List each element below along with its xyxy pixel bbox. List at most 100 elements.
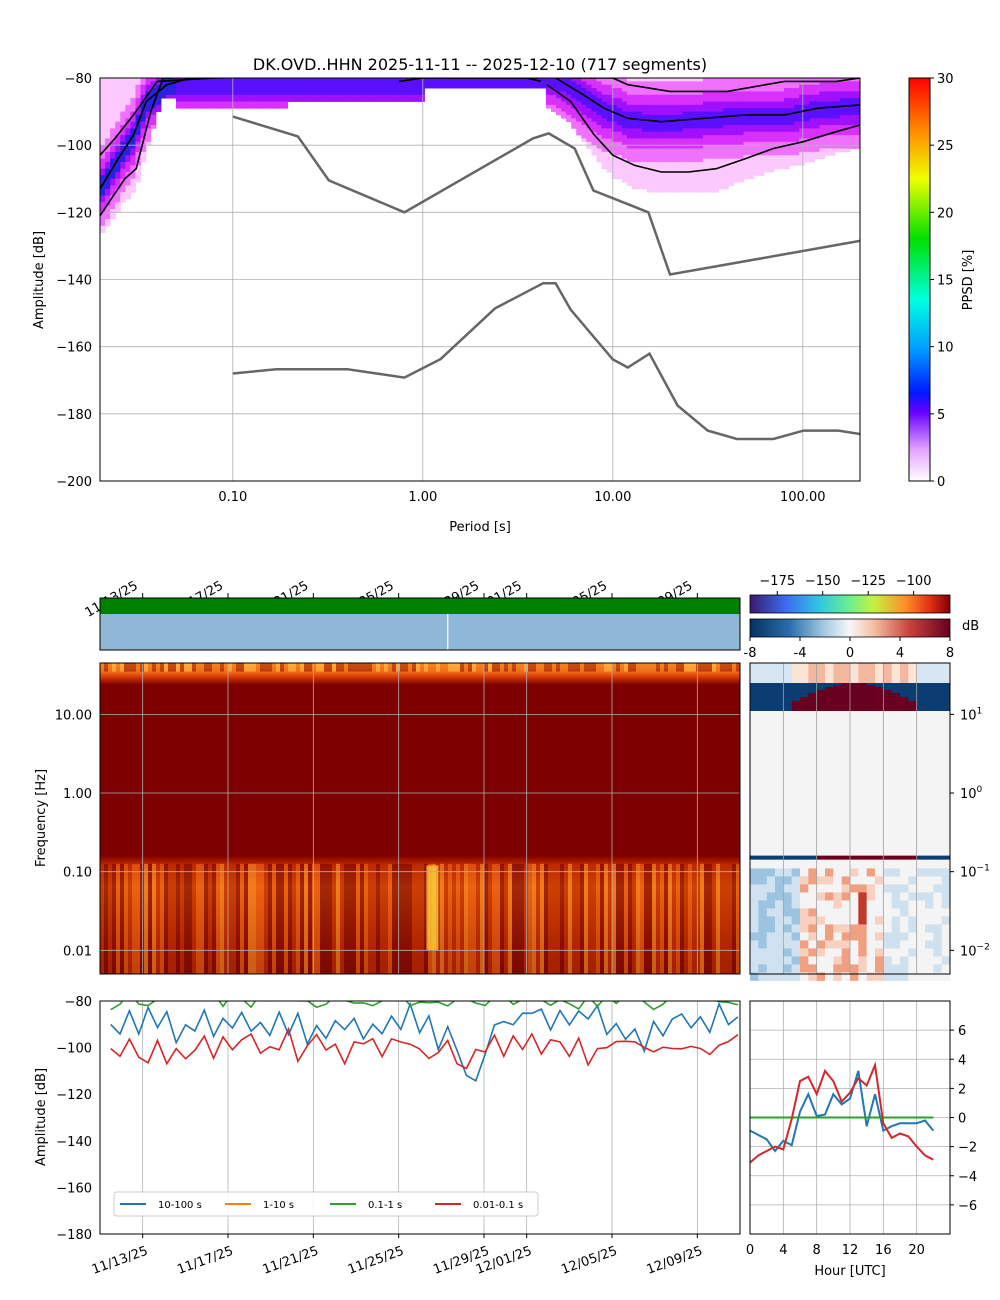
ppsd-density-cell [110,161,116,166]
ppsd-density-cell [829,78,836,82]
ppsd-density-cell [176,91,182,96]
ppsd-density-cell [550,101,557,106]
ppsd-density-cell [662,128,669,133]
ppsd-density-cell [794,81,800,86]
ppsd-density-cell [621,128,628,133]
ppsd-density-cell [834,121,841,126]
ppsd-density-cell [768,141,775,146]
ppsd-density-cell [601,84,608,89]
ppsd-density-cell [854,88,860,92]
spectrogram-high-band-column [420,663,424,672]
ppsd-density-cell [682,101,689,106]
diurnal-spectrogram-cell [775,956,784,965]
ppsd-density-cell [687,128,694,133]
ppsd-density-cell [110,155,116,159]
diurnal-spectrogram-cell [858,683,867,711]
ppsd-density-cell [130,145,137,149]
ppsd-density-cell [287,88,294,92]
diurnal-spectrogram-cell [800,956,809,965]
ppsd-density-cell [667,151,674,156]
ppsd-density-cell [763,81,770,86]
ppsd-density-cell [763,168,770,173]
spectrogram-low-band-column [112,863,116,974]
spectrogram-low-band-column [572,863,576,974]
spectrogram-low-band-column [424,863,428,974]
ppsd-density-cell [723,128,729,133]
ppsd-density-cell [601,135,608,139]
ppsd-density-cell [606,81,613,86]
ppsd-density-cell [662,165,669,170]
ppsd-density-cell [672,111,679,116]
ppsd-density-cell [100,155,106,159]
ppsd-density-cell [581,128,587,133]
ppsd-density-cell [844,135,851,139]
ppsd-density-cell [682,145,689,149]
ppsd-density-cell [383,98,390,102]
diurnal-spectrogram-cell [941,876,951,885]
ppsd-density-cell [697,175,704,180]
ppsd-density-cell [596,141,603,146]
ppsd-density-cell [642,108,648,112]
diurnal-spectrogram-cell [908,884,917,893]
ppsd-density-cell [596,128,603,133]
ppsd-density-cell [789,125,795,129]
ppsd-density-cell [692,101,699,106]
ppsd-density-cell [844,104,851,109]
ppsd-density-cell [125,148,131,153]
ppsd-density-cell [839,81,846,86]
ppsd-density-cell [768,84,775,89]
diurnal-spectrogram-cell [933,956,942,965]
ppsd-density-cell [753,145,760,149]
ppsd-density-cell [789,78,795,82]
ppsd-density-cell [110,202,116,207]
ppsd-density-cell [789,118,795,123]
ppsd-density-cell [150,118,157,123]
diurnal-spectrogram-cell [941,948,951,957]
spectrogram-high-band-column [440,663,444,672]
ppsd-density-cell [657,125,663,129]
spectrogram-high-band-column [116,663,120,672]
ppsd-density-cell [181,84,187,89]
ppsd-density-cell [312,84,319,89]
ppsd-density-cell [130,165,137,170]
ppsd-density-cell [257,78,263,82]
ppsd-density-cell [642,121,648,126]
ppsd-density-cell [834,114,841,119]
ppsd-density-cell [292,91,299,96]
ppsd-density-cell [358,91,365,96]
ppsd-density-cell [728,81,734,86]
ppsd-density-cell [672,94,679,99]
ppsd-density-cell [206,78,213,82]
diurnal-spectrogram-cell [850,972,859,981]
ppsd-density-cell [738,88,745,92]
diurnal-spectrogram-cell [758,868,767,877]
ppsd-density-cell [383,91,390,96]
ppsd-density-cell [794,94,800,99]
ppsd-density-cell [657,188,663,193]
ppsd-density-cell [652,78,658,82]
ppsd-density-cell [221,81,228,86]
ppsd-density-cell [606,111,613,116]
ppsd-density-cell [753,121,760,126]
ppsd-density-cell [130,175,137,180]
spectrogram-high-band-column [728,663,732,672]
ppsd-density-cell [733,151,739,156]
ppsd-density-cell [692,128,699,133]
diurnal-spectrogram-cell [850,855,859,860]
ppsd-density-cell [708,108,714,112]
ppsd-density-cell [317,88,324,92]
legend-label: 0.1-1 s [368,1200,402,1211]
spectrogram-low-band-column [408,863,412,974]
spectrogram-low-band-column [548,863,552,974]
spectrogram-high-band-column [528,663,532,672]
ppsd-density-cell [839,138,846,143]
ppsd-density-cell [328,81,334,86]
ppsd-density-cell [535,84,542,89]
ppsd-density-cell [110,114,116,119]
ppsd-density-cell [657,151,663,156]
ppsd-density-cell [236,84,243,89]
ppsd-density-cell [692,121,699,126]
ppsd-density-cell [687,188,694,193]
ppsd-density-cell [586,118,593,123]
ppsd-density-cell [510,81,517,86]
